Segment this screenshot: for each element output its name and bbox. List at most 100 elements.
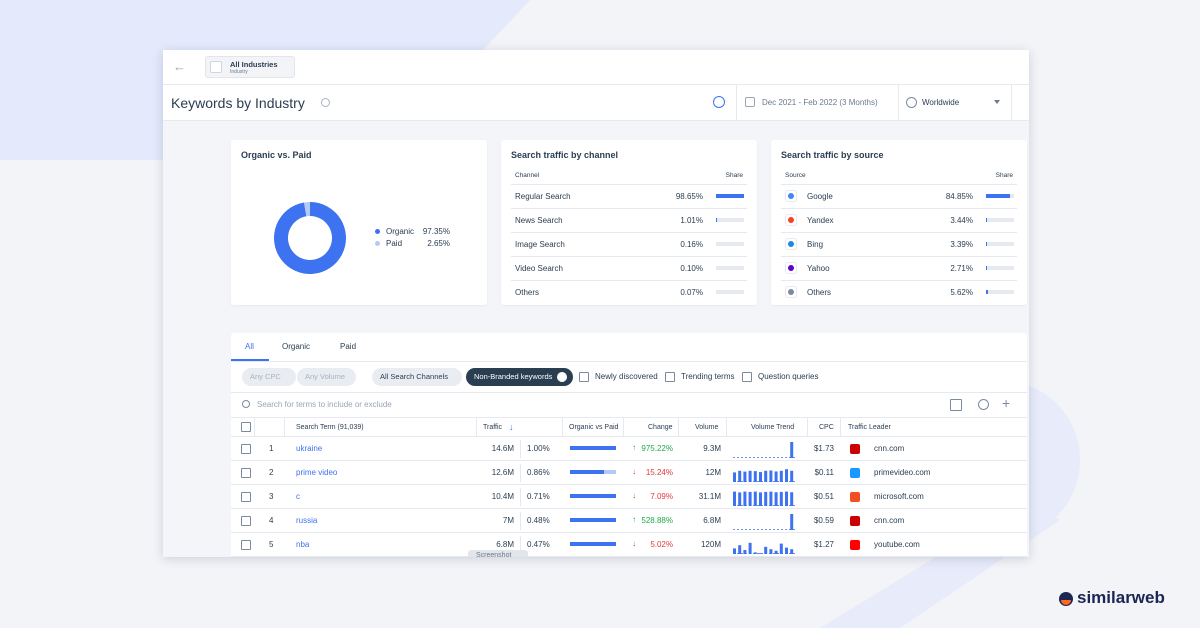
filter-chip[interactable]: Any Volume [297,368,356,386]
settings-icon[interactable] [978,399,989,410]
trend-bar [743,491,747,506]
traffic-leader[interactable]: cnn.com [874,516,905,525]
filter-chip[interactable]: All Search Channels [372,368,462,386]
share-track [986,218,1014,222]
checkbox[interactable] [241,468,251,478]
checkbox[interactable] [241,422,251,432]
search-term[interactable]: nba [296,540,310,549]
row-divider [231,556,1027,557]
row-divider [511,256,747,257]
tab[interactable]: All [245,342,254,351]
trend-bar [769,470,773,482]
traffic-leader[interactable]: youtube.com [874,540,920,549]
traffic-share: 1.00% [527,444,550,453]
search-term[interactable]: ukraine [296,444,323,453]
column-divider [520,536,521,554]
volume: 6.8M [703,516,721,525]
volume-trend [733,491,795,506]
remove-filter[interactable] [557,372,567,382]
date-divider [736,85,737,121]
card-title: Search traffic by channel [511,150,619,160]
traffic-share: 0.86% [527,468,550,477]
tab-underline [231,359,269,361]
column-header: Traffic [483,424,503,431]
trend-bar [753,552,757,554]
tab[interactable]: Paid [340,342,357,351]
change: 15.24% [645,468,673,477]
back-button[interactable]: ← [173,59,186,74]
checkbox[interactable] [579,372,589,382]
volume: 12M [705,468,721,477]
screenshot-tab[interactable]: Screenshot [468,550,528,557]
add-icon[interactable]: + [1002,395,1011,411]
active-filter[interactable]: Non-Branded keywords [466,368,573,386]
source-icon [785,262,797,274]
region-divider [898,85,899,121]
trend-bar [759,472,762,482]
change-arrow: ↑ [632,443,636,452]
trend-bar [743,550,747,554]
search-input[interactable]: Search for terms to include or exclude [257,400,392,409]
trend-bar [738,492,742,506]
checkbox[interactable] [241,492,251,502]
column-divider [476,417,477,437]
column-header: Organic vs Paid [569,424,619,431]
industry-icon [210,61,222,73]
change: 5.02% [650,540,673,549]
tab[interactable]: Organic [282,342,311,351]
cpc: $0.59 [813,516,834,525]
traffic-leader[interactable]: primevideo.com [874,468,931,477]
column-divider [254,417,255,437]
column-header: CPC [819,424,834,431]
checkbox[interactable] [665,372,675,382]
trend-bar [790,549,794,554]
traffic-leader[interactable]: microsoft.com [874,492,924,501]
row-name: Google [807,192,833,201]
source-icon-dot [788,289,794,295]
organic-bar [570,542,616,546]
column-header: Share [995,172,1013,179]
title-row: Keywords by Industry Dec 2021 - Feb 2022 … [163,85,1029,121]
card-title: Search traffic by source [781,150,884,160]
traffic-share: 0.47% [527,540,550,549]
globe-icon [906,97,917,108]
traffic-leader[interactable]: cnn.com [874,444,905,453]
search-term[interactable]: c [296,492,300,501]
checkbox-label: Trending terms [681,372,735,381]
row-divider [231,508,1027,509]
change-arrow: ↓ [632,467,636,476]
date-range[interactable]: Dec 2021 - Feb 2022 (3 Months) [762,98,878,107]
volume-trend [733,514,795,530]
card-title: Organic vs. Paid [241,150,312,160]
cpc: $0.51 [813,492,834,501]
checkbox[interactable] [241,516,251,526]
checkbox[interactable] [742,372,752,382]
trend-bar [743,471,747,482]
trend-bar [779,491,783,506]
help-icon[interactable] [713,96,725,108]
trend-bar [764,491,768,506]
excel-icon[interactable] [950,399,962,411]
filter-label: Non-Branded keywords [474,372,553,381]
column-header: Volume Trend [751,424,795,431]
filter-chip[interactable]: Any CPC [242,368,296,386]
row-divider [781,280,1017,281]
brand-icon [1059,592,1073,606]
search-term[interactable]: russia [296,516,318,525]
region[interactable]: Worldwide [922,98,960,107]
search-term[interactable]: prime video [296,468,338,477]
change: 7.09% [650,492,673,501]
share-track [716,218,744,222]
brand-name: similarweb [1077,588,1165,607]
checkbox[interactable] [241,444,251,454]
checkbox[interactable] [241,540,251,550]
keywords-table: All Organic Paid Any CPC Any Volume All Searc… [231,333,1027,557]
trend-bar [748,470,752,482]
column-header: Channel [515,172,540,179]
traffic: 6.8M [496,540,514,549]
row-name: Yahoo [807,264,830,273]
brand-logo: similarweb [1058,588,1178,610]
industry-chip[interactable]: All Industries Industry [205,56,295,78]
source-icon-dot [788,241,794,247]
legend-dot [375,229,380,234]
